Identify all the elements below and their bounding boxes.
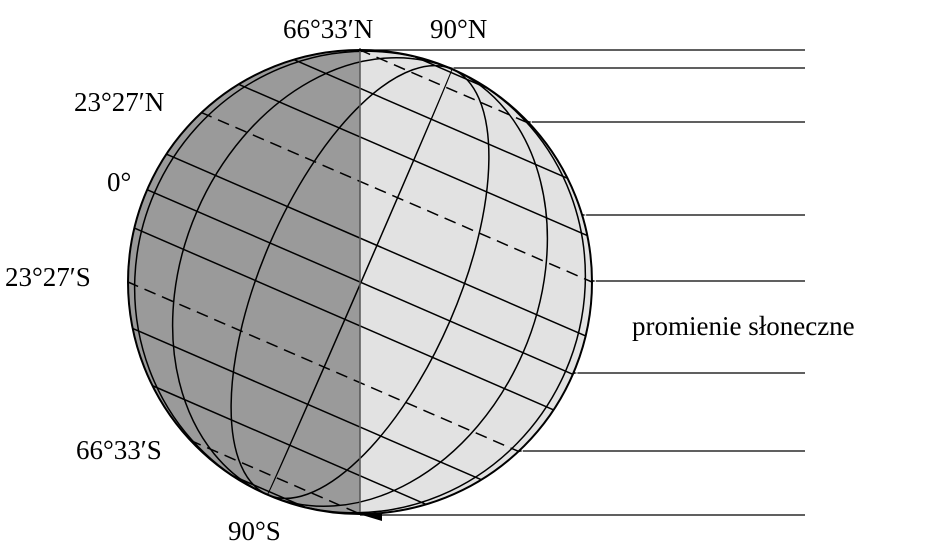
parallel-line bbox=[147, 145, 592, 345]
meridian-line bbox=[267, 68, 587, 514]
meridian-line bbox=[171, 56, 453, 496]
label-90-s: 90°S bbox=[228, 516, 281, 544]
meridian-line bbox=[267, 68, 490, 500]
parallel-line bbox=[128, 319, 501, 489]
parallel-line bbox=[182, 103, 592, 291]
meridian-line bbox=[267, 68, 549, 508]
parallel-line bbox=[128, 273, 538, 461]
label-66-33-s: 66°33′S bbox=[76, 435, 162, 465]
sun-rays-label: promienie słoneczne bbox=[632, 311, 855, 341]
meridian-line bbox=[230, 64, 453, 496]
meridian-line bbox=[266, 68, 454, 496]
label-23-27-s: 23°27′S bbox=[5, 262, 91, 292]
earth-globe bbox=[127, 48, 593, 515]
label-66-33-n: 66°33′N bbox=[283, 14, 373, 44]
globe-outline bbox=[127, 49, 593, 515]
parallel-line bbox=[128, 219, 573, 419]
meridian-line bbox=[133, 50, 453, 496]
label-equator: 0° bbox=[107, 167, 131, 197]
parallel-line bbox=[219, 75, 592, 245]
label-90-n: 90°N bbox=[430, 14, 487, 44]
label-23-27-n: 23°27′N bbox=[74, 87, 164, 117]
sun-rays bbox=[360, 49, 805, 521]
